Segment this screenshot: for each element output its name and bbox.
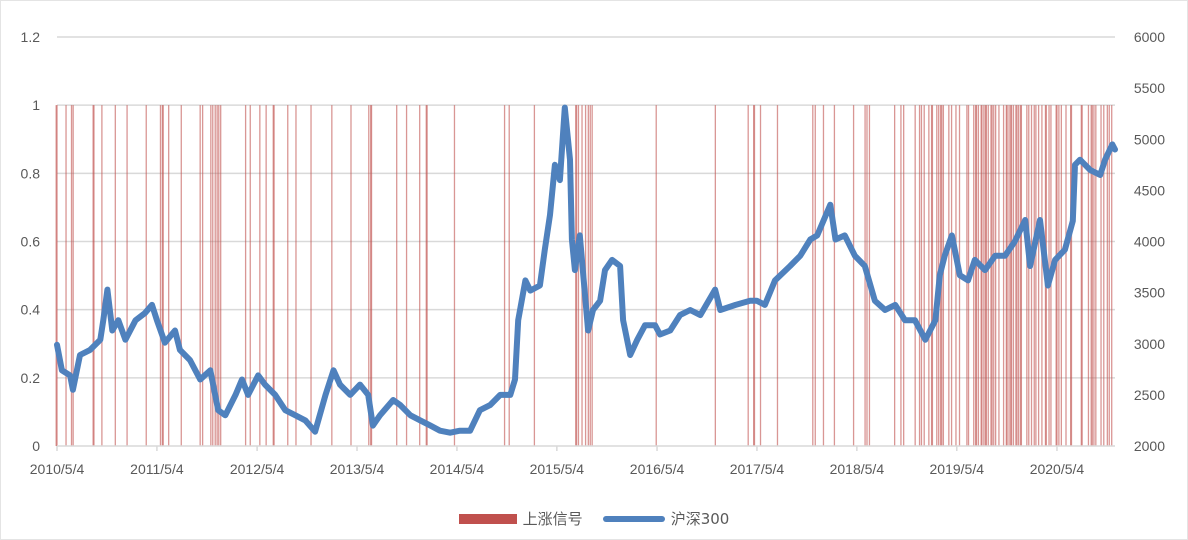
y-right-tick-label: 3500	[1134, 285, 1165, 301]
legend: 上涨信号 沪深300	[0, 508, 1188, 529]
index-line-layer	[54, 104, 1118, 436]
y-right-tick-label: 3000	[1134, 336, 1165, 352]
legend-label-signal: 上涨信号	[522, 510, 583, 528]
signal-bars	[55, 105, 1113, 446]
y-left-tick-label: 0.2	[21, 370, 41, 386]
y-left-tick-label: 0.8	[21, 165, 41, 181]
y-right-tick-label: 2000	[1134, 438, 1165, 454]
x-tick-label: 2014/5/4	[430, 461, 485, 477]
y-left-tick-label: 0	[32, 438, 40, 454]
y-right-tick-label: 4000	[1134, 234, 1165, 250]
x-tick-label: 2012/5/4	[230, 461, 285, 477]
x-tick-label: 2018/5/4	[830, 461, 885, 477]
legend-swatch-index	[602, 515, 665, 522]
y-left-tick-label: 1	[32, 97, 40, 113]
axes: 0 0.2 0.4 0.6 0.8 1 1.2 2000 2500 3000 3500 4000 450…	[21, 29, 1166, 477]
legend-label-index: 沪深300	[670, 510, 730, 528]
x-tick-label: 2019/5/4	[930, 461, 985, 477]
y-left-tick-label: 0.4	[21, 302, 41, 318]
index-line	[54, 104, 1118, 436]
x-tick-label: 2011/5/4	[130, 461, 184, 477]
legend-swatch-signal	[458, 513, 517, 524]
y-right-tick-label: 4500	[1134, 182, 1165, 198]
x-tick-label: 2020/5/4	[1030, 461, 1085, 477]
y-right-tick-label: 5000	[1134, 131, 1165, 147]
x-tick-label: 2010/5/4	[30, 461, 85, 477]
x-tick-label: 2013/5/4	[330, 461, 385, 477]
y-right-tick-label: 2500	[1134, 387, 1165, 403]
y-right-tick-label: 6000	[1134, 29, 1165, 45]
x-tick-label: 2017/5/4	[730, 461, 785, 477]
y-right-tick-label: 5500	[1134, 80, 1165, 96]
x-tick-label: 2015/5/4	[530, 461, 585, 477]
legend-item-index: 沪深300	[602, 508, 730, 529]
legend-item-signal: 上涨信号	[458, 508, 583, 529]
x-tick-label: 2016/5/4	[630, 461, 685, 477]
y-left-tick-label: 0.6	[21, 234, 41, 250]
y-left-tick-label: 1.2	[21, 29, 41, 45]
